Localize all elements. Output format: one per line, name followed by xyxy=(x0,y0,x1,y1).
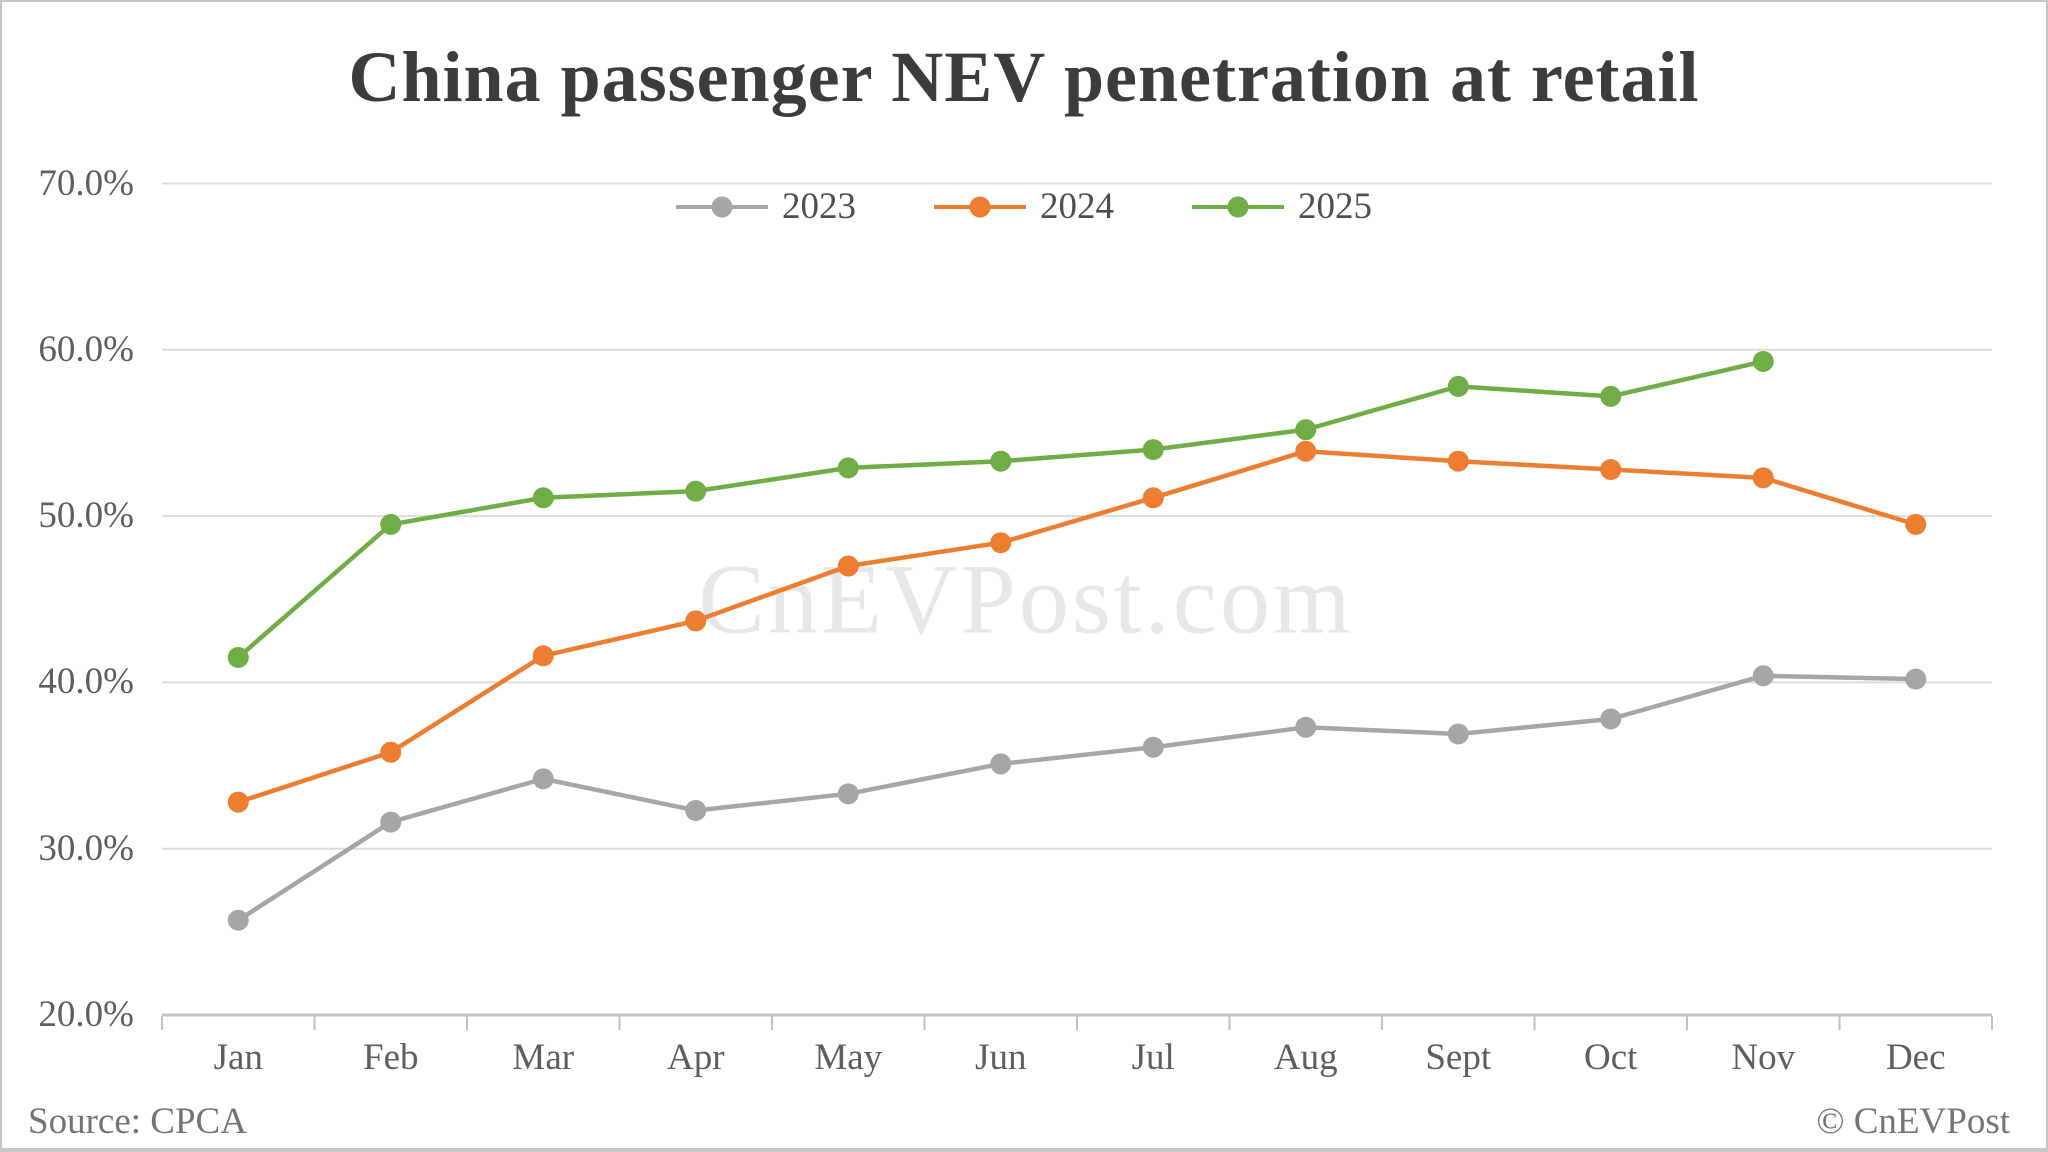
data-point-2023-Jan xyxy=(227,909,249,931)
y-axis-label-70.0%: 70.0% xyxy=(38,162,134,204)
data-point-2023-May xyxy=(837,783,859,805)
legend: 2023 2024 2025 xyxy=(676,188,1372,225)
data-point-2024-Sept xyxy=(1447,450,1469,472)
legend-marker-2023-icon xyxy=(676,195,768,219)
x-axis-label-Sept: Sept xyxy=(1425,1037,1492,1078)
data-point-2023-Feb xyxy=(380,811,402,833)
legend-marker-2025-icon xyxy=(1192,195,1284,219)
y-axis-label-30.0%: 30.0% xyxy=(38,827,134,869)
legend-label-2025: 2025 xyxy=(1298,186,1372,227)
x-axis-label-Dec: Dec xyxy=(1885,1037,1946,1078)
data-point-2025-Mar xyxy=(532,487,554,509)
data-point-2024-Mar xyxy=(532,645,554,667)
legend-label-2023: 2023 xyxy=(782,186,856,227)
data-point-2023-Aug xyxy=(1295,716,1317,738)
data-point-2025-Nov xyxy=(1752,350,1774,372)
data-point-2025-Apr xyxy=(685,480,707,502)
source-note: Source: CPCA xyxy=(28,1101,247,1142)
chart-title: China passenger NEV penetration at retai… xyxy=(348,37,1700,117)
data-point-2025-Aug xyxy=(1295,419,1317,441)
data-point-2024-Jul xyxy=(1142,487,1164,509)
x-axis-label-May: May xyxy=(814,1037,883,1078)
y-axis-label-50.0%: 50.0% xyxy=(38,495,134,537)
data-point-2024-Oct xyxy=(1600,459,1622,481)
data-point-2024-May xyxy=(837,555,859,577)
x-axis-label-Jul: Jul xyxy=(1131,1037,1175,1078)
data-point-2025-May xyxy=(837,457,859,479)
x-axis-label-Aug: Aug xyxy=(1273,1037,1338,1078)
x-axis-label-Mar: Mar xyxy=(512,1037,575,1078)
series-line-2025 xyxy=(236,359,1766,660)
data-point-2024-Dec xyxy=(1905,513,1927,535)
copyright-note: © CnEVPost xyxy=(1816,1101,2010,1142)
data-point-2023-Sept xyxy=(1447,723,1469,745)
watermark: CnEVPost.com xyxy=(698,543,1354,655)
legend-item-2024: 2024 xyxy=(934,188,1114,225)
data-point-2023-Nov xyxy=(1752,665,1774,687)
data-point-2025-Jul xyxy=(1142,439,1164,461)
data-point-2025-Oct xyxy=(1600,385,1622,407)
data-point-2024-Apr xyxy=(685,610,707,632)
y-axis-label-60.0%: 60.0% xyxy=(38,328,134,370)
data-point-2023-Dec xyxy=(1905,668,1927,690)
data-point-2025-Sept xyxy=(1447,375,1469,397)
series-line-2024 xyxy=(236,448,1918,805)
data-point-2024-Nov xyxy=(1752,467,1774,489)
y-axis-label-40.0%: 40.0% xyxy=(38,661,134,703)
data-point-2024-Jun xyxy=(990,532,1012,554)
x-axis-label-Jun: Jun xyxy=(975,1037,1027,1078)
data-point-2025-Jun xyxy=(990,450,1012,472)
data-point-2024-Aug xyxy=(1295,440,1317,462)
x-axis-label-Nov: Nov xyxy=(1731,1037,1796,1078)
data-point-2023-Apr xyxy=(685,799,707,821)
x-axis-label-Jan: Jan xyxy=(213,1037,263,1078)
data-point-2025-Feb xyxy=(380,513,402,535)
legend-item-2023: 2023 xyxy=(676,188,856,225)
data-point-2023-Jun xyxy=(990,753,1012,775)
legend-label-2024: 2024 xyxy=(1040,186,1114,227)
data-point-2023-Mar xyxy=(532,768,554,790)
data-point-2024-Feb xyxy=(380,741,402,763)
x-axis-label-Apr: Apr xyxy=(666,1037,725,1078)
data-point-2025-Jan xyxy=(227,646,249,668)
data-point-2024-Jan xyxy=(227,791,249,813)
legend-item-2025: 2025 xyxy=(1192,188,1372,225)
legend-marker-2024-icon xyxy=(934,195,1026,219)
x-axis-label-Oct: Oct xyxy=(1584,1037,1638,1078)
data-point-2023-Oct xyxy=(1600,708,1622,730)
series-line-2023 xyxy=(236,673,1918,923)
y-axis-label-20.0%: 20.0% xyxy=(38,994,134,1035)
data-point-2023-Jul xyxy=(1142,736,1164,758)
x-axis-label-Feb: Feb xyxy=(363,1037,419,1078)
